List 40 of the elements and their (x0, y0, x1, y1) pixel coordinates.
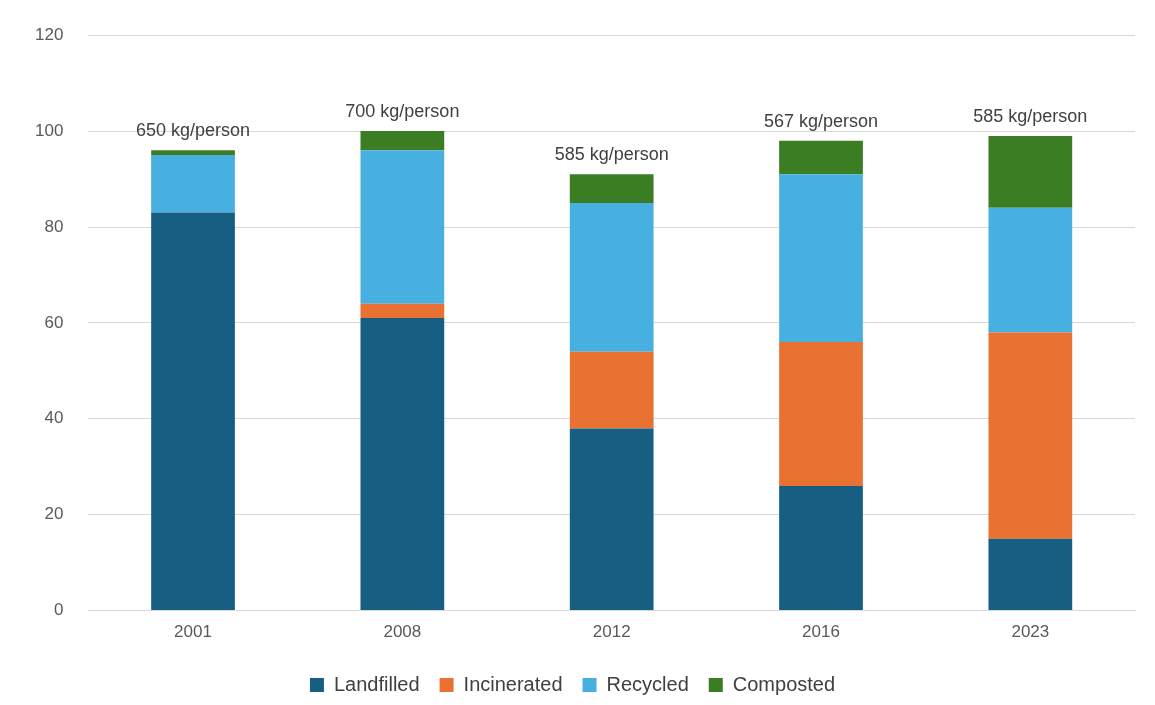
y-tick-label: 80 (44, 216, 64, 236)
bar (569, 428, 654, 611)
bar (151, 150, 235, 156)
y-tick-label: 100 (34, 120, 64, 140)
annotation: 650 kg/person (135, 120, 251, 141)
bar (569, 351, 654, 429)
x-tick-label: 2001 (174, 622, 212, 642)
x-tick-label: 2023 (1011, 622, 1050, 642)
x-tick-label: 2016 (802, 622, 840, 642)
x-tick-label: 2008 (383, 622, 422, 642)
y-tick-label: 40 (44, 408, 64, 428)
y-tick-label: 0 (53, 600, 64, 620)
bar (779, 485, 863, 611)
bar (779, 342, 863, 486)
bar (360, 318, 445, 611)
annotation: 700 kg/person (345, 101, 460, 122)
bar (360, 303, 445, 319)
annotation: 585 kg/person (973, 105, 1088, 126)
annotation: 585 kg/person (554, 144, 669, 165)
bar (988, 332, 1073, 539)
bar (151, 212, 235, 611)
bar (988, 538, 1073, 611)
legend-label: Recycled (606, 672, 689, 695)
legend-label: Landfilled (333, 672, 420, 695)
annotation: 567 kg/person (763, 110, 879, 131)
bar (988, 207, 1073, 333)
bar (779, 174, 863, 343)
x-tick-label: 2012 (592, 622, 631, 642)
y-tick-label: 20 (44, 504, 64, 524)
bar (988, 135, 1073, 208)
y-tick-label: 60 (44, 312, 64, 332)
y-tick-label: 120 (34, 24, 64, 44)
bar (360, 150, 445, 304)
legend-label: Composted (732, 672, 836, 695)
bar (779, 140, 863, 175)
bar (151, 155, 235, 213)
bar (569, 174, 654, 204)
legend-label: Incinerated (463, 672, 563, 695)
bar (360, 131, 445, 151)
bar (569, 203, 654, 352)
